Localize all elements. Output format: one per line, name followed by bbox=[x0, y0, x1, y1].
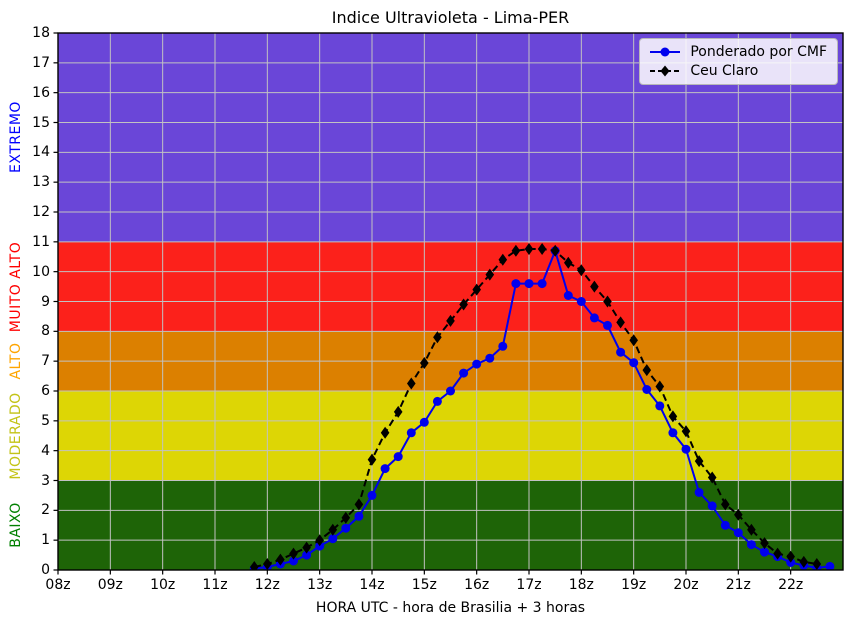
x-tick-label-15z: 15z bbox=[411, 577, 437, 593]
legend-sample-circle bbox=[650, 47, 681, 57]
y-tick-label-2: 2 bbox=[41, 502, 50, 519]
y-tick-label-18: 18 bbox=[32, 25, 50, 41]
x-tick-label-09z: 09z bbox=[97, 577, 123, 593]
x-tick-label-20z: 20z bbox=[673, 577, 699, 593]
x-tick-label-16z: 16z bbox=[464, 577, 490, 593]
y-tick-label-13: 13 bbox=[32, 174, 50, 191]
x-tick-label-10z: 10z bbox=[150, 577, 176, 593]
x-tick-label-21z: 21z bbox=[725, 577, 751, 593]
x-tick-label-12z: 12z bbox=[254, 577, 280, 593]
x-tick-label-18z: 18z bbox=[568, 577, 594, 593]
band-moderado bbox=[58, 391, 843, 481]
y-tick-label-3: 3 bbox=[41, 472, 50, 489]
x-tick-label-08z: 08z bbox=[45, 577, 71, 593]
y-tick-label-1: 1 bbox=[41, 532, 50, 549]
y-tick-label-15: 15 bbox=[32, 114, 50, 131]
legend: Ponderado por CMF Ceu Claro bbox=[639, 38, 838, 85]
series-line-ceu-claro bbox=[254, 248, 817, 568]
y-tick-label-0: 0 bbox=[41, 562, 50, 578]
gridlines bbox=[58, 33, 843, 570]
x-tick-label-13z: 13z bbox=[307, 577, 333, 593]
legend-item-ponderado-por-cmf: Ponderado por CMF bbox=[648, 44, 827, 60]
x-tick-label-11z: 11z bbox=[202, 577, 228, 593]
uv-category-label-alto: ALTO bbox=[8, 342, 24, 380]
legend-item-ceu-claro: Ceu Claro bbox=[648, 63, 827, 79]
x-tick-label-19z: 19z bbox=[621, 577, 647, 593]
x-axis-label: HORA UTC - hora de Brasilia + 3 horas bbox=[315, 600, 586, 616]
x-tick-label-22z: 22z bbox=[778, 577, 804, 593]
x-tick-label-14z: 14z bbox=[359, 577, 385, 593]
y-tick-label-10: 10 bbox=[32, 263, 50, 280]
x-tick-label-17z: 17z bbox=[516, 577, 542, 593]
y-tick-label-7: 7 bbox=[41, 353, 50, 370]
chart-title: Indice Ultravioleta - Lima-PER bbox=[331, 8, 570, 27]
y-tick-label-12: 12 bbox=[32, 204, 50, 220]
legend-label: Ceu Claro bbox=[690, 63, 759, 79]
y-tick-label-14: 14 bbox=[32, 144, 50, 161]
y-tick-label-8: 8 bbox=[41, 323, 50, 340]
band-baixo bbox=[58, 480, 843, 570]
y-tick-label-11: 11 bbox=[32, 233, 50, 250]
y-tick-label-9: 9 bbox=[41, 293, 50, 310]
uv-category-label-extremo: EXTREMO bbox=[8, 101, 24, 174]
y-tick-label-17: 17 bbox=[32, 54, 50, 71]
y-tick-label-16: 16 bbox=[32, 84, 50, 101]
tick-marks bbox=[53, 32, 792, 575]
uv-category-label-baixo: BAIXO bbox=[8, 502, 24, 549]
uv-category-label-muito-alto: MUITO ALTO bbox=[8, 241, 24, 332]
legend-label: Ponderado por CMF bbox=[690, 44, 827, 60]
legend-sample-diamond bbox=[650, 65, 681, 77]
y-tick-label-5: 5 bbox=[41, 412, 50, 429]
uv-category-label-moderado: MODERADO bbox=[8, 392, 24, 480]
y-tick-label-6: 6 bbox=[41, 383, 50, 399]
y-tick-label-4: 4 bbox=[41, 442, 50, 459]
